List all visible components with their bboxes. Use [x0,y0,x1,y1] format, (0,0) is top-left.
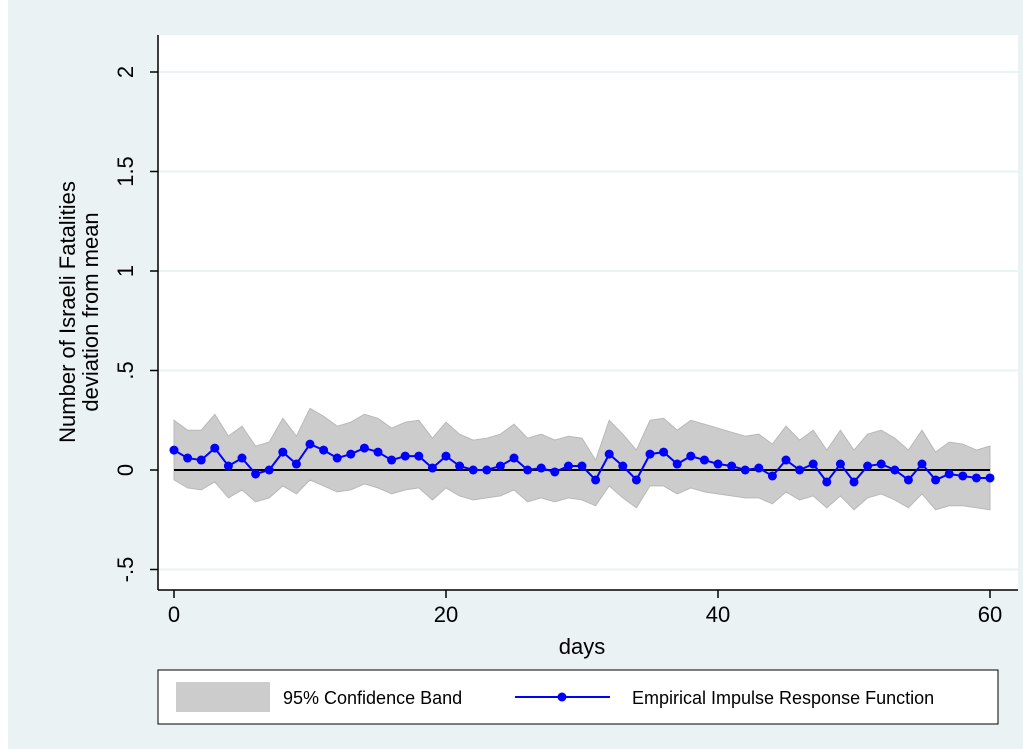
irf-point [849,477,859,487]
irf-point [223,461,233,471]
x-tick-label: 60 [978,602,1002,627]
irf-point [767,471,777,481]
irf-point [427,463,437,473]
legend: 95% Confidence Band Empirical Impulse Re… [157,669,999,725]
irf-point [237,453,247,463]
irf-point [713,459,723,469]
irf-point [890,465,900,475]
irf-point [359,443,369,453]
irf-point [699,455,709,465]
y-tick-label: .5 [113,361,138,379]
irf-point [455,461,465,471]
irf-point [346,449,356,459]
irf-point [251,469,261,479]
irf-point [291,459,301,469]
irf-point [400,451,410,461]
y-axis-title-line-2: deviation from mean [78,212,103,411]
y-tick-label: 1 [113,265,138,277]
irf-point [631,475,641,485]
x-tick-label: 40 [706,602,730,627]
irf-point [686,451,696,461]
legend-band-swatch [176,682,270,712]
irf-point [509,453,519,463]
x-axis-ticks: 0 20 40 60 [168,590,1002,627]
legend-marker-swatch [557,692,567,702]
irf-point [917,459,927,469]
y-tick-label: 1.5 [113,156,138,187]
legend-line-label: Empirical Impulse Response Function [632,688,934,708]
irf-point [495,461,505,471]
irf-point [169,445,179,455]
irf-point [332,453,342,463]
y-axis-ticks: -.5 0 .5 1 1.5 2 [113,66,158,582]
irf-point [305,439,315,449]
irf-point [781,455,791,465]
irf-point [536,463,546,473]
irf-point [278,447,288,457]
irf-point [319,445,329,455]
irf-point [618,461,628,471]
irf-point [659,447,669,457]
irf-point [550,467,560,477]
irf-point [822,477,832,487]
irf-point [903,475,913,485]
irf-point [985,473,995,483]
irf-point [672,459,682,469]
x-tick-label: 20 [434,602,458,627]
irf-point [373,447,383,457]
irf-point [604,449,614,459]
irf-point [387,455,397,465]
irf-point [414,451,424,461]
irf-point [645,449,655,459]
irf-point [482,465,492,475]
irf-point [264,465,274,475]
irf-point [944,469,954,479]
irf-point [523,465,533,475]
irf-point [863,461,873,471]
x-tick-label: 0 [168,602,180,627]
irf-point [563,461,573,471]
irf-point [835,459,845,469]
irf-point [441,451,451,461]
plot-area [158,35,1018,590]
impulse-response-markers [169,439,995,487]
irf-point [931,475,941,485]
irf-point [958,471,968,481]
legend-band-label: 95% Confidence Band [283,688,462,708]
confidence-band [173,407,991,511]
irf-point [754,463,764,473]
irf-point [468,465,478,475]
y-axis-title-line-1: Number of Israeli Fatalities [55,181,80,443]
irf-point [971,473,981,483]
y-tick-label: 0 [113,464,138,476]
y-tick-label: -.5 [113,557,138,583]
irf-point [210,443,220,453]
irf-point [727,461,737,471]
irf-point [183,453,193,463]
irf-point [591,475,601,485]
grid-lines [158,71,1018,571]
irf-point [196,455,206,465]
irf-point [876,459,886,469]
irf-point [808,459,818,469]
irf-point [740,465,750,475]
irf-point [577,461,587,471]
y-tick-label: 2 [113,66,138,78]
irf-point [795,465,805,475]
x-axis-title: days [559,634,605,659]
